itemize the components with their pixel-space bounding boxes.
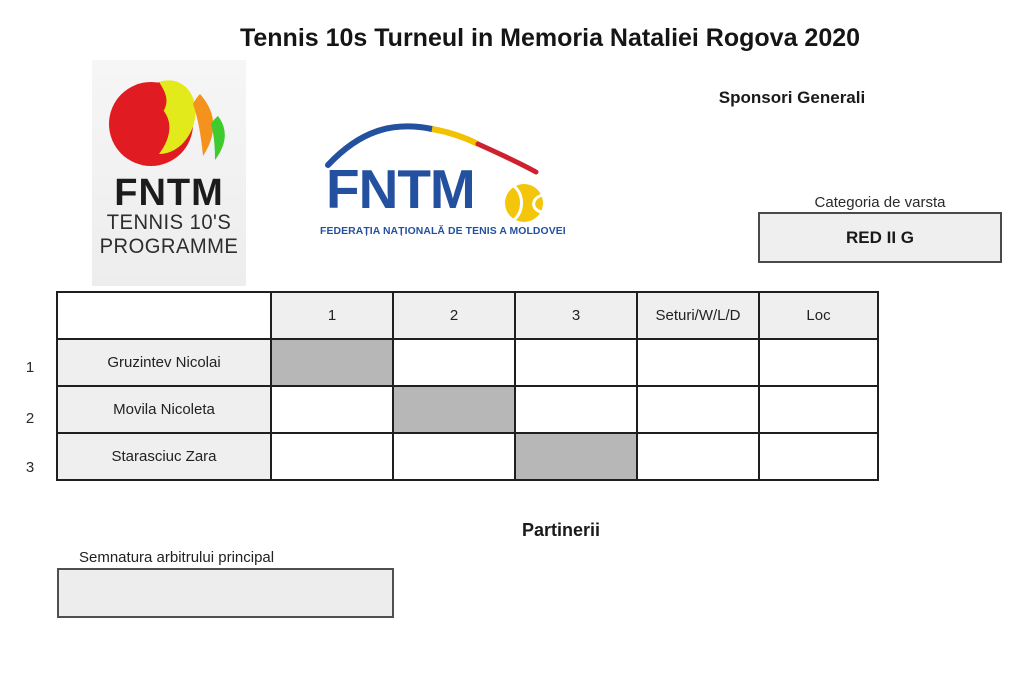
tennis10s-line2: PROGRAMME <box>99 235 239 258</box>
tennis-ball-icon <box>505 184 543 222</box>
partners-heading: Partinerii <box>521 520 601 540</box>
score-cell <box>270 432 394 481</box>
row-number-1: 1 <box>25 359 35 376</box>
header-cell-corner <box>56 291 272 340</box>
score-cell <box>514 338 638 387</box>
tennis10s-line1: TENNIS 10'S <box>106 211 232 234</box>
sponsors-heading: Sponsori Generali <box>718 88 866 107</box>
row-number-3: 3 <box>25 459 35 476</box>
player-name-cell: Gruzintev Nicolai <box>56 338 272 387</box>
seturi-cell <box>636 338 760 387</box>
tennis10s-swirl-icon <box>109 80 225 166</box>
fntm-swoosh-icon <box>325 123 539 175</box>
header-cell-seturi: Seturi/W/L/D <box>636 291 760 340</box>
score-cell <box>514 385 638 434</box>
results-table: 1 2 3 Seturi/W/L/D Loc Gruzintev Nicolai… <box>56 291 879 481</box>
table-row: Movila Nicoleta <box>56 385 879 434</box>
fntm-federation-logo: FNTM FEDERAȚIA NAȚIONALĂ DE TENIS A MOLD… <box>320 113 566 243</box>
row-number-2: 2 <box>25 410 35 427</box>
header-cell-loc: Loc <box>758 291 879 340</box>
player-name-cell: Starasciuc Zara <box>56 432 272 481</box>
header-cell-1: 1 <box>270 291 394 340</box>
signature-label: Semnatura arbitrului principal <box>79 549 275 566</box>
seturi-cell <box>636 385 760 434</box>
header-cell-2: 2 <box>392 291 516 340</box>
diagonal-cell <box>514 432 638 481</box>
diagonal-cell <box>392 385 516 434</box>
fntm-caption: FEDERAȚIA NAȚIONALĂ DE TENIS A MOLDOVEI <box>320 226 566 237</box>
tennis10s-acronym: FNTM <box>114 172 224 214</box>
loc-cell <box>758 338 879 387</box>
seturi-cell <box>636 432 760 481</box>
score-cell <box>392 338 516 387</box>
category-value-box: RED II G <box>758 212 1002 263</box>
table-header-row: 1 2 3 Seturi/W/L/D Loc <box>56 291 879 340</box>
tennis10s-programme-logo: FNTM TENNIS 10'S PROGRAMME <box>92 60 246 286</box>
category-label: Categoria de varsta <box>814 194 946 211</box>
table-row: Gruzintev Nicolai <box>56 338 879 387</box>
header-cell-3: 3 <box>514 291 638 340</box>
player-name-cell: Movila Nicoleta <box>56 385 272 434</box>
page-title: Tennis 10s Turneul in Memoria Nataliei R… <box>239 24 861 52</box>
fntm-acronym: FNTM <box>326 158 476 220</box>
score-cell <box>392 432 516 481</box>
table-row: Starasciuc Zara <box>56 432 879 481</box>
loc-cell <box>758 432 879 481</box>
signature-box <box>57 568 394 618</box>
diagonal-cell <box>270 338 394 387</box>
score-cell <box>270 385 394 434</box>
loc-cell <box>758 385 879 434</box>
